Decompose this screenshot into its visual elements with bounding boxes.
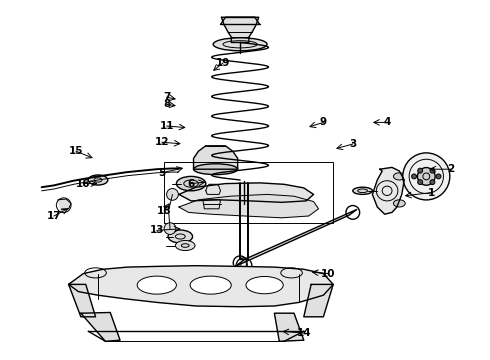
Text: 14: 14 [296, 328, 311, 338]
Polygon shape [58, 199, 71, 210]
Ellipse shape [393, 173, 405, 180]
Ellipse shape [175, 240, 195, 251]
Text: 16: 16 [76, 179, 91, 189]
Circle shape [412, 174, 416, 179]
Polygon shape [69, 266, 333, 307]
Circle shape [418, 180, 423, 185]
Text: 1: 1 [428, 188, 435, 198]
Text: 18: 18 [157, 206, 172, 216]
Text: 17: 17 [47, 211, 61, 221]
Ellipse shape [194, 164, 238, 175]
Circle shape [164, 223, 176, 234]
Ellipse shape [353, 187, 372, 194]
Circle shape [417, 168, 435, 185]
Ellipse shape [137, 276, 176, 294]
Text: 2: 2 [447, 164, 454, 174]
Polygon shape [69, 284, 96, 317]
Text: 6: 6 [188, 179, 195, 189]
Polygon shape [274, 313, 304, 341]
Text: 7: 7 [163, 92, 171, 102]
Ellipse shape [246, 276, 283, 294]
Polygon shape [194, 146, 238, 169]
Text: 11: 11 [159, 121, 174, 131]
Polygon shape [235, 210, 357, 266]
Text: 12: 12 [154, 137, 169, 147]
Polygon shape [203, 200, 220, 209]
Ellipse shape [190, 276, 231, 294]
Circle shape [417, 168, 422, 173]
Ellipse shape [393, 200, 405, 207]
Text: 5: 5 [158, 168, 165, 178]
Polygon shape [304, 284, 333, 317]
Bar [164, 162, 333, 223]
Text: 19: 19 [216, 58, 230, 68]
Circle shape [167, 189, 178, 200]
Polygon shape [206, 184, 220, 194]
Ellipse shape [176, 176, 206, 191]
Text: 3: 3 [349, 139, 356, 149]
Polygon shape [221, 17, 259, 42]
Text: 4: 4 [383, 117, 391, 127]
Ellipse shape [88, 175, 108, 185]
Circle shape [430, 180, 435, 185]
Text: 13: 13 [149, 225, 164, 235]
Text: 8: 8 [163, 99, 170, 109]
Polygon shape [81, 312, 120, 341]
Circle shape [403, 153, 450, 200]
Ellipse shape [168, 230, 193, 243]
Text: 10: 10 [321, 269, 336, 279]
Polygon shape [220, 17, 260, 24]
Ellipse shape [213, 38, 267, 51]
Polygon shape [179, 183, 314, 202]
Circle shape [430, 168, 435, 173]
Polygon shape [179, 194, 318, 218]
Text: 15: 15 [69, 146, 83, 156]
Polygon shape [372, 167, 404, 214]
Text: 9: 9 [320, 117, 327, 127]
Circle shape [436, 174, 441, 179]
